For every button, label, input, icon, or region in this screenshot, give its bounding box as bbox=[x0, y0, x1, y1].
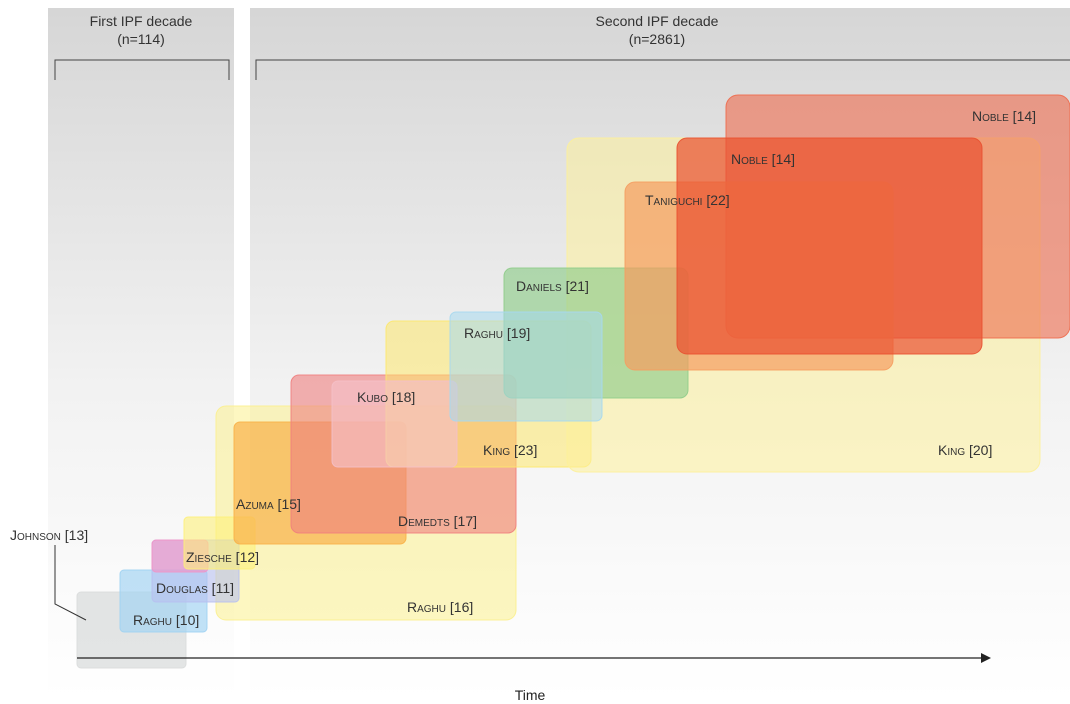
label-azuma: Azuma [15] bbox=[236, 496, 301, 512]
second-decade-bracket bbox=[255, 59, 1070, 80]
first-decade-bracket bbox=[54, 59, 230, 80]
label-demedts: Demedts [17] bbox=[398, 513, 477, 529]
first-decade-count: (n=114) bbox=[117, 31, 165, 47]
label-king20: King [20] bbox=[938, 442, 992, 458]
label-raghu19: Raghu [19] bbox=[464, 325, 530, 341]
label-noble14b: Noble [14] bbox=[972, 108, 1036, 124]
label-raghu10: Raghu [10] bbox=[133, 612, 199, 628]
box-kubo bbox=[331, 380, 458, 468]
label-noble14a: Noble [14] bbox=[731, 151, 795, 167]
label-kubo: Kubo [18] bbox=[357, 389, 415, 405]
second-decade-count: (n=2861) bbox=[629, 31, 685, 47]
label-raghu16: Raghu [16] bbox=[407, 599, 473, 615]
second-decade-title: Second IPF decade bbox=[596, 13, 719, 29]
label-king23: King [23] bbox=[483, 442, 537, 458]
box-noble14a bbox=[676, 137, 983, 355]
label-ziesche: Ziesche [12] bbox=[186, 549, 259, 565]
label-daniels: Daniels [21] bbox=[516, 278, 589, 294]
label-taniguchi: Taniguchi [22] bbox=[645, 192, 730, 208]
label-douglas: Douglas [11] bbox=[156, 580, 234, 596]
label-johnson: Johnson [13] bbox=[10, 527, 88, 543]
time-axis-arrowhead bbox=[981, 653, 991, 663]
first-decade-title: First IPF decade bbox=[90, 13, 193, 29]
time-axis-label: Time bbox=[515, 687, 546, 703]
johnson-leader-line bbox=[54, 545, 87, 621]
box-raghu19 bbox=[449, 311, 603, 422]
